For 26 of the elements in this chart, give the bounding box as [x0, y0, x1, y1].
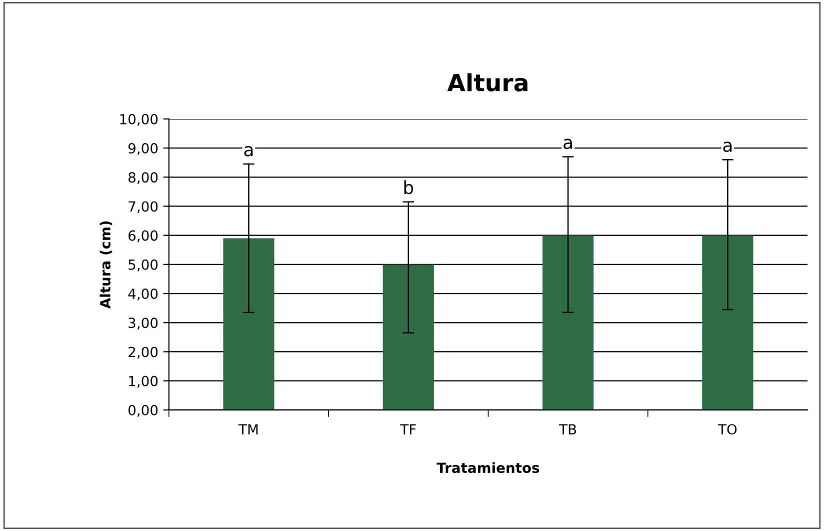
y-tick-label: 2,00 [128, 346, 158, 359]
annotation: a [723, 142, 732, 152]
y-tick-label: 0,00 [128, 404, 158, 417]
bar [223, 238, 274, 410]
y-tick-label: 8,00 [128, 172, 158, 184]
y-tick-label: 10,00 [120, 114, 158, 126]
bar [542, 235, 594, 410]
annotation: a [244, 146, 253, 156]
x-axis-title: Tratamientos [436, 462, 540, 474]
y-tick-label: 3,00 [128, 318, 158, 330]
bar [702, 235, 754, 410]
x-tick-label: TB [559, 424, 576, 434]
bar [382, 264, 434, 410]
x-tick-label: TO [718, 424, 737, 435]
y-tick-label: 5,00 [128, 259, 158, 272]
y-tick-label: 1,00 [129, 376, 158, 388]
y-tick-label: 4,00 [128, 288, 158, 300]
y-tick-label: 7,00 [128, 201, 158, 214]
annotation: a [564, 138, 572, 150]
x-tick-label: TM [238, 424, 258, 434]
y-axis-title: Altura (cm) [100, 221, 112, 309]
y-tick-label: 6,00 [128, 230, 158, 242]
annotation: b [404, 180, 414, 194]
x-tick-label: TF [400, 424, 416, 434]
y-tick-label: 9,00 [128, 143, 158, 155]
chart-title: Altura [447, 73, 528, 92]
